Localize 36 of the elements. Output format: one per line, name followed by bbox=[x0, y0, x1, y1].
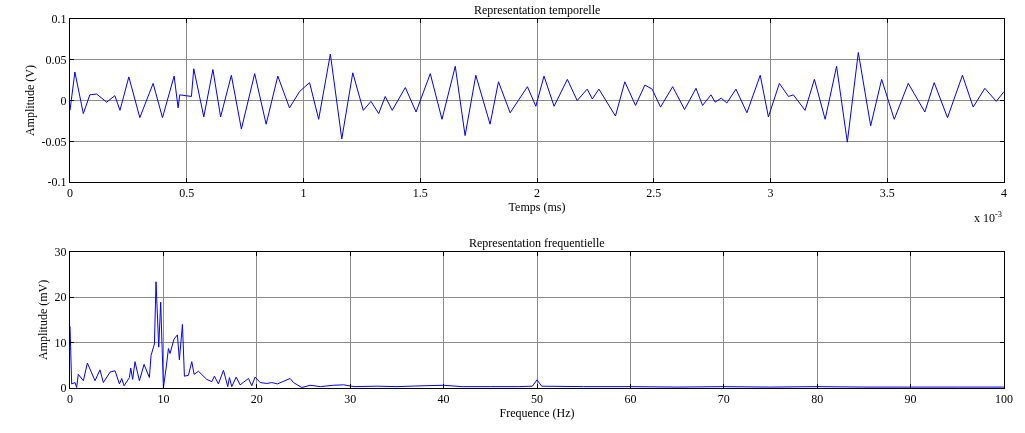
chart-title: Representation frequentielle bbox=[469, 236, 605, 250]
y-tick-label: 10 bbox=[54, 335, 67, 350]
x-tick-label: 3 bbox=[767, 186, 774, 201]
y-axis-title: Amplitude (V) bbox=[22, 65, 37, 137]
x-tick-label: 2.5 bbox=[646, 186, 662, 201]
x-tick-label: 0.5 bbox=[179, 186, 195, 201]
x-tick-label: 60 bbox=[624, 392, 637, 407]
x-tick-label: 70 bbox=[717, 392, 730, 407]
x-tick-label: 80 bbox=[811, 392, 824, 407]
y-tick-label: 0 bbox=[60, 93, 67, 108]
x-axis-title: Temps (ms) bbox=[508, 200, 566, 215]
x-tick-label: 4 bbox=[1001, 186, 1007, 201]
line-series bbox=[70, 281, 1004, 388]
x-tick-label: 10 bbox=[157, 392, 170, 407]
x-tick-label: 20 bbox=[250, 392, 263, 407]
x-axis-title: Frequence (Hz) bbox=[499, 406, 575, 421]
y-tick-label: -0.1 bbox=[47, 175, 67, 190]
y-tick-label: 20 bbox=[54, 290, 67, 305]
chart-title: Representation temporelle bbox=[474, 3, 601, 17]
y-tick-label: 0.1 bbox=[51, 12, 67, 27]
x-tick-label: 3.5 bbox=[879, 186, 895, 201]
x-tick-label: 2 bbox=[534, 186, 540, 201]
x-tick-label: 40 bbox=[437, 392, 450, 407]
x-tick-label: 1 bbox=[300, 186, 307, 201]
x-tick-label: 1.5 bbox=[412, 186, 428, 201]
line-series bbox=[70, 51, 1004, 143]
x-tick-label: 50 bbox=[531, 392, 543, 407]
text: x 10$^{-3}$ bbox=[974, 210, 1002, 226]
y-tick-label: 0 bbox=[60, 381, 67, 396]
y-tick-label: -0.05 bbox=[41, 134, 67, 149]
x-tick-label: 30 bbox=[344, 392, 357, 407]
y-tick-label: 30 bbox=[54, 245, 67, 260]
y-tick-label: 0.05 bbox=[45, 52, 67, 67]
x-tick-label: 100 bbox=[995, 392, 1013, 407]
x-tick-label: 90 bbox=[904, 392, 917, 407]
y-axis-title: Amplitude (mV) bbox=[35, 279, 50, 361]
